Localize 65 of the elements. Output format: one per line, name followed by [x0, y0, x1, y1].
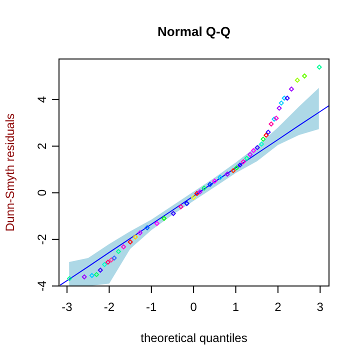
x-tick-label: 3 [316, 300, 324, 314]
point [248, 152, 253, 158]
point [144, 225, 150, 230]
point [268, 122, 274, 127]
point [224, 172, 230, 177]
point [138, 230, 142, 236]
point [154, 221, 160, 226]
point [94, 272, 100, 278]
point [128, 239, 133, 244]
point [98, 268, 103, 273]
point [237, 162, 242, 168]
point [266, 130, 271, 135]
point [254, 145, 260, 150]
point [259, 142, 264, 147]
x-tick-label: -1 [146, 300, 158, 314]
point [212, 178, 218, 184]
point [294, 78, 300, 83]
x-tick-label: 0 [190, 300, 198, 314]
point [230, 168, 236, 174]
point [89, 273, 94, 278]
point [197, 189, 202, 194]
point [170, 211, 176, 216]
point [194, 190, 200, 196]
point [278, 100, 284, 106]
point [264, 132, 269, 138]
x-tick-label: -3 [62, 300, 73, 314]
point [282, 96, 287, 101]
point [82, 274, 87, 280]
x-tick-label: 1 [232, 300, 240, 314]
x-tick-label: 2 [274, 300, 282, 314]
point [274, 116, 279, 121]
point [202, 186, 207, 191]
point [316, 64, 322, 70]
point [108, 257, 114, 262]
point [276, 106, 282, 111]
point [284, 96, 290, 101]
point [67, 276, 72, 282]
chart-title: Normal Q-Q [158, 24, 230, 39]
y-tick-label: -2 [35, 234, 49, 245]
point [105, 260, 110, 265]
y-tick-label: -4 [35, 280, 49, 292]
point [162, 216, 167, 221]
point [132, 234, 138, 240]
y-axis-title: Dunn-Smyth residuals [3, 113, 17, 232]
y-tick-label: 2 [35, 142, 49, 150]
point [260, 136, 266, 142]
point [112, 256, 117, 261]
point [208, 182, 213, 187]
y-tick-label: 4 [35, 96, 49, 103]
point [302, 74, 308, 79]
point [244, 156, 250, 161]
point [102, 262, 108, 268]
point [234, 165, 240, 170]
y-tick-label: 0 [35, 189, 49, 196]
point [191, 194, 196, 200]
point [250, 148, 256, 154]
point [288, 86, 294, 92]
x-axis-title: theoretical quantiles [140, 331, 248, 345]
point [240, 159, 246, 164]
point [184, 200, 190, 206]
point [218, 174, 223, 180]
x-tick-label: -2 [104, 300, 115, 314]
point [116, 249, 121, 254]
point [121, 244, 126, 250]
point [178, 204, 184, 210]
